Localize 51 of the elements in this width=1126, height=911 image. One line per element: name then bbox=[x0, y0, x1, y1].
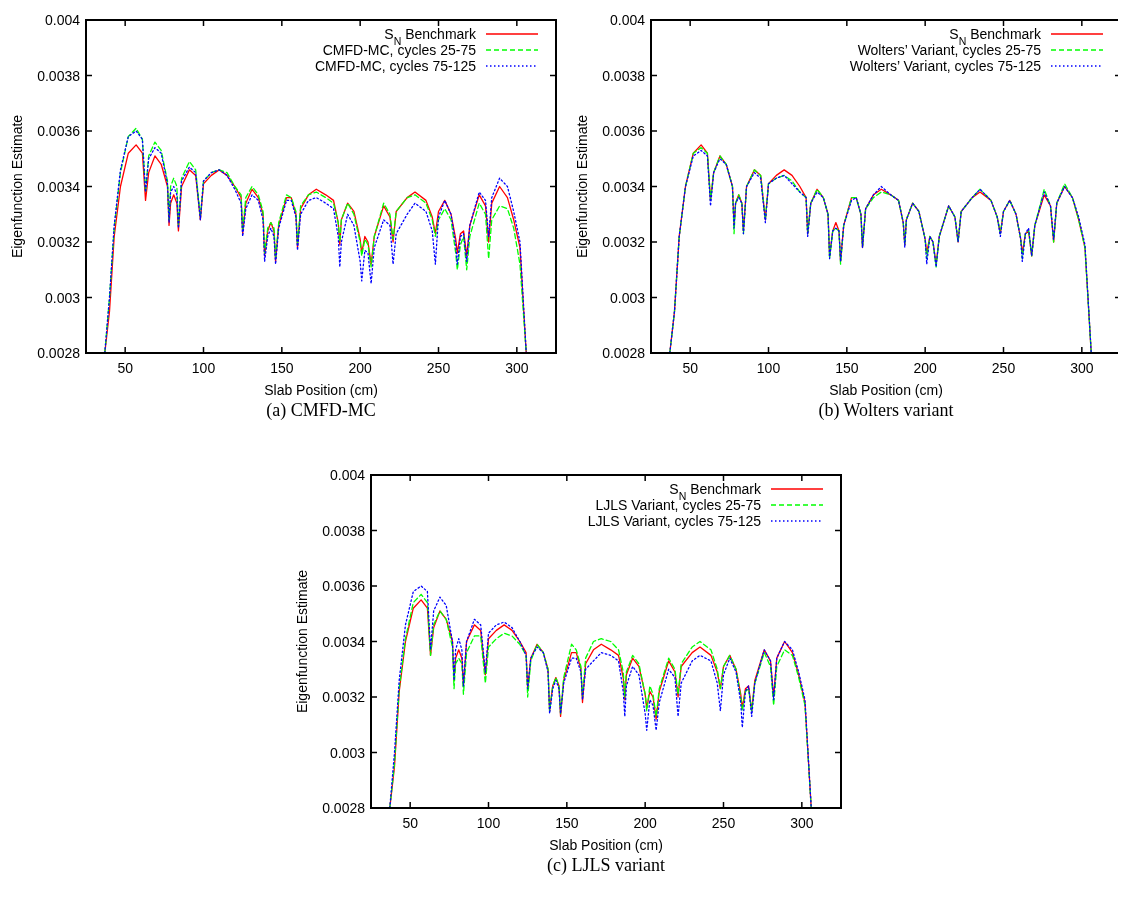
x-tick-label: 150 bbox=[835, 360, 859, 376]
x-tick-label: 250 bbox=[991, 360, 1016, 376]
y-tick-label: 0.0032 bbox=[322, 689, 366, 705]
y-axis-title: Eigenfunction Estimate bbox=[574, 114, 590, 259]
text: (a) CMFD-MC bbox=[266, 400, 376, 421]
x-tick-label: 250 bbox=[426, 360, 451, 376]
x-tick-label: 300 bbox=[790, 815, 814, 831]
x-tick-label: 200 bbox=[633, 815, 658, 831]
legend-label: LJLS Variant, cycles 75-125 bbox=[587, 513, 762, 529]
y-tick-label: 0.0038 bbox=[322, 522, 366, 539]
x-tick-label: 100 bbox=[756, 360, 781, 376]
y-tick-label: 0.003 bbox=[44, 289, 81, 306]
x-tick-label: 100 bbox=[191, 360, 216, 376]
x-tick-label: 150 bbox=[555, 815, 579, 831]
y-tick-label: 0.0038 bbox=[37, 67, 81, 84]
y-axis-title: Eigenfunction Estimate bbox=[9, 114, 25, 259]
legend-label: Wolters’ Variant, cycles 75-125 bbox=[849, 58, 1042, 74]
x-tick-label: 50 bbox=[117, 360, 134, 376]
x-tick-label: 200 bbox=[913, 360, 938, 376]
y-axis-title: Eigenfunction Estimate bbox=[294, 569, 310, 714]
y-tick-label: 0.0034 bbox=[322, 633, 366, 650]
x-tick-label: 50 bbox=[682, 360, 699, 376]
text: (c) LJLS variant bbox=[547, 855, 665, 876]
y-tick-label: 0.003 bbox=[329, 744, 366, 761]
y-tick-label: 0.0032 bbox=[602, 234, 646, 250]
y-tick-label: 0.0028 bbox=[37, 345, 81, 361]
y-tick-label: 0.0032 bbox=[37, 234, 81, 250]
x-axis-title: Slab Position (cm) bbox=[264, 382, 378, 398]
legend-label: CMFD-MC, cycles 75-125 bbox=[314, 58, 477, 74]
x-tick-label: 150 bbox=[270, 360, 294, 376]
y-tick-label: 0.004 bbox=[44, 12, 81, 28]
y-tick-label: 0.0036 bbox=[602, 123, 646, 139]
y-tick-label: 0.0034 bbox=[37, 178, 81, 195]
y-tick-label: 0.0028 bbox=[322, 800, 366, 816]
y-tick-label: 0.0034 bbox=[602, 178, 646, 195]
y-tick-label: 0.004 bbox=[609, 12, 646, 28]
x-tick-label: 200 bbox=[348, 360, 373, 376]
x-tick-label: 100 bbox=[476, 815, 501, 831]
x-tick-label: 250 bbox=[711, 815, 736, 831]
x-axis-title: Slab Position (cm) bbox=[829, 382, 943, 398]
y-tick-label: 0.0028 bbox=[602, 345, 646, 361]
x-tick-label: 300 bbox=[505, 360, 529, 376]
text: (b) Wolters variant bbox=[818, 400, 954, 421]
y-tick-label: 0.0038 bbox=[602, 67, 646, 84]
y-tick-label: 0.0036 bbox=[322, 578, 366, 594]
x-tick-label: 300 bbox=[1070, 360, 1094, 376]
x-tick-label: 50 bbox=[402, 815, 419, 831]
y-tick-label: 0.003 bbox=[609, 289, 646, 306]
x-axis-title: Slab Position (cm) bbox=[549, 837, 663, 853]
y-tick-label: 0.004 bbox=[329, 467, 366, 483]
y-tick-label: 0.0036 bbox=[37, 123, 81, 139]
